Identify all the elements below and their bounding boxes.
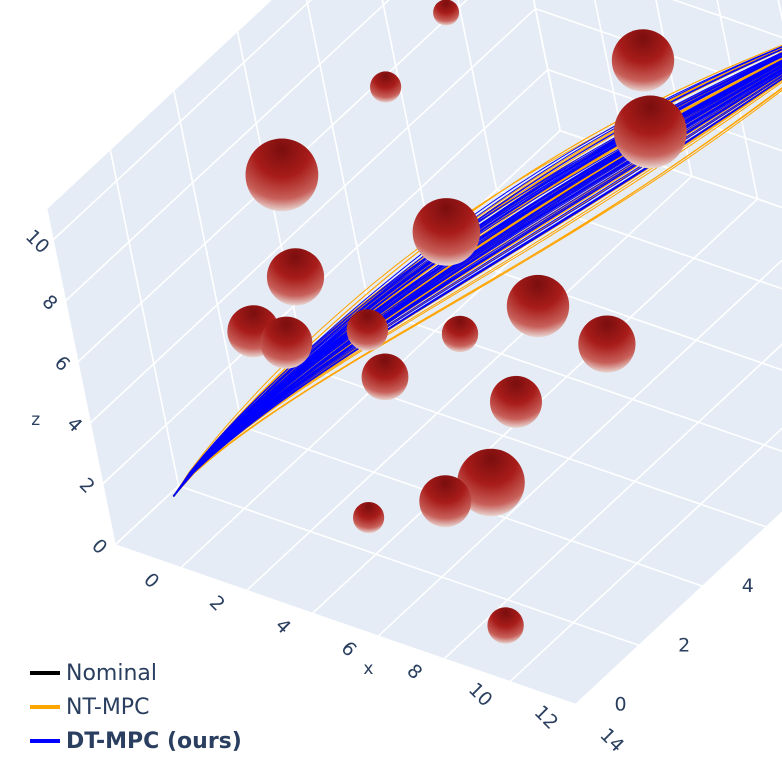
legend-label-nt-mpc: NT-MPC xyxy=(66,694,150,720)
obstacle-sphere xyxy=(412,198,481,266)
obstacle-sphere xyxy=(346,309,389,351)
y-tick-label: 2 xyxy=(678,634,690,656)
dt-mpc-trajectory xyxy=(173,68,782,497)
legend-label-nominal: Nominal xyxy=(66,660,157,686)
grid-line-x xyxy=(246,175,693,592)
grid-line-y xyxy=(46,209,116,546)
legend-swatch-dt-mpc xyxy=(30,739,60,743)
obstacle-sphere xyxy=(433,0,460,26)
grid-line-y xyxy=(114,544,576,706)
grid-line-y xyxy=(432,248,782,371)
y-tick-label: 0 xyxy=(615,694,627,716)
dt-mpc-trajectory xyxy=(173,73,782,497)
legend-item-nt-mpc[interactable]: NT-MPC xyxy=(30,690,242,724)
grid-line-x xyxy=(509,427,782,683)
legend-item-nominal[interactable]: Nominal xyxy=(30,656,242,690)
obstacle-sphere xyxy=(613,95,687,169)
grid-line-y xyxy=(178,485,640,647)
grid-line-y xyxy=(496,189,782,290)
legend: Nominal NT-MPC DT-MPC (ours) xyxy=(30,656,242,758)
grid-line-z xyxy=(535,7,782,95)
grid-line-y xyxy=(457,0,498,190)
dt-mpc-trajectory xyxy=(173,78,782,497)
grid-line-y xyxy=(109,150,180,486)
dt-mpc-trajectory xyxy=(173,55,782,497)
nt-mpc-trajectory xyxy=(173,79,782,497)
x-tick-label: 8 xyxy=(402,660,426,684)
x-tick-label: 6 xyxy=(337,637,361,661)
obstacle-sphere xyxy=(441,315,479,353)
obstacle-sphere xyxy=(260,316,313,369)
obstacle-sphere xyxy=(361,353,409,401)
nt-mpc-trajectory xyxy=(173,89,782,497)
obstacle-spheres xyxy=(227,0,687,644)
dt-mpc-trajectory xyxy=(173,60,782,497)
grid-lines xyxy=(46,0,782,706)
dt-mpc-trajectory xyxy=(173,53,782,497)
grid-line-x xyxy=(594,0,627,154)
nt-mpc-trajectory xyxy=(173,80,782,497)
nt-mpc-trajectory xyxy=(173,87,782,497)
grid-line-x xyxy=(575,511,782,706)
dt-mpc-trajectory xyxy=(173,60,782,497)
z-tick-label: 0 xyxy=(87,535,111,559)
grid-line-z xyxy=(89,8,536,424)
obstacle-sphere xyxy=(266,248,325,306)
x-tick-label: 12 xyxy=(530,701,563,734)
grid-line-y xyxy=(305,0,371,309)
legend-item-dt-mpc[interactable]: DT-MPC (ours) xyxy=(30,724,242,758)
x-tick-label: 4 xyxy=(271,614,295,638)
dt-mpc-trajectory xyxy=(173,63,782,497)
z-axis-label: z xyxy=(31,410,40,430)
z-tick-label: 10 xyxy=(21,225,54,258)
grid-line-z xyxy=(52,0,313,241)
grid-line-x xyxy=(443,343,782,660)
grid-line-z xyxy=(64,0,390,302)
nt-mpc-trajectory xyxy=(173,81,782,497)
obstacle-sphere xyxy=(245,138,319,212)
x-axis-label: x xyxy=(363,659,373,679)
grid-line-z xyxy=(671,0,782,39)
legend-swatch-nt-mpc xyxy=(30,705,60,709)
grid-line-y xyxy=(173,90,243,427)
x-tick-label: 14 xyxy=(596,724,629,757)
legend-label-dt-mpc: DT-MPC (ours) xyxy=(66,728,242,754)
z-tick-label: 6 xyxy=(50,352,74,376)
obstacle-sphere xyxy=(506,274,570,338)
dt-mpc-trajectory xyxy=(173,76,782,497)
x-tick-label: 10 xyxy=(464,678,497,711)
z-tick-label: 4 xyxy=(62,413,86,437)
obstacle-sphere xyxy=(457,448,525,517)
grid-line-x xyxy=(716,0,759,200)
grid-line-x xyxy=(377,259,782,637)
dt-mpc-trajectory xyxy=(173,56,782,497)
dt-mpc-trajectory xyxy=(173,46,782,497)
trajectory-lines xyxy=(172,44,782,497)
grid-line-z xyxy=(547,68,782,152)
obstacle-sphere xyxy=(578,315,636,373)
dt-mpc-trajectory xyxy=(173,67,782,497)
x-tick-label: 2 xyxy=(205,592,229,616)
grid-line-y xyxy=(532,0,561,131)
obstacle-sphere xyxy=(487,607,524,644)
dt-mpc-trajectory xyxy=(173,60,782,497)
obstacle-sphere xyxy=(611,29,675,92)
z-tick-label: 2 xyxy=(75,474,99,498)
x-tick-label: 0 xyxy=(139,569,163,593)
obstacle-sphere xyxy=(419,475,472,528)
legend-swatch-nominal xyxy=(30,671,60,675)
obstacle-sphere xyxy=(490,375,542,428)
obstacle-sphere xyxy=(370,71,402,103)
dt-mpc-trajectory xyxy=(173,66,782,497)
axis-labels: xyz xyxy=(31,410,373,679)
dt-mpc-trajectory xyxy=(173,74,782,497)
obstacle-sphere xyxy=(353,501,385,534)
dt-mpc-trajectory xyxy=(173,60,782,497)
grid-line-z xyxy=(102,69,549,485)
y-tick-label: 4 xyxy=(742,575,754,597)
z-tick-label: 8 xyxy=(38,291,62,315)
